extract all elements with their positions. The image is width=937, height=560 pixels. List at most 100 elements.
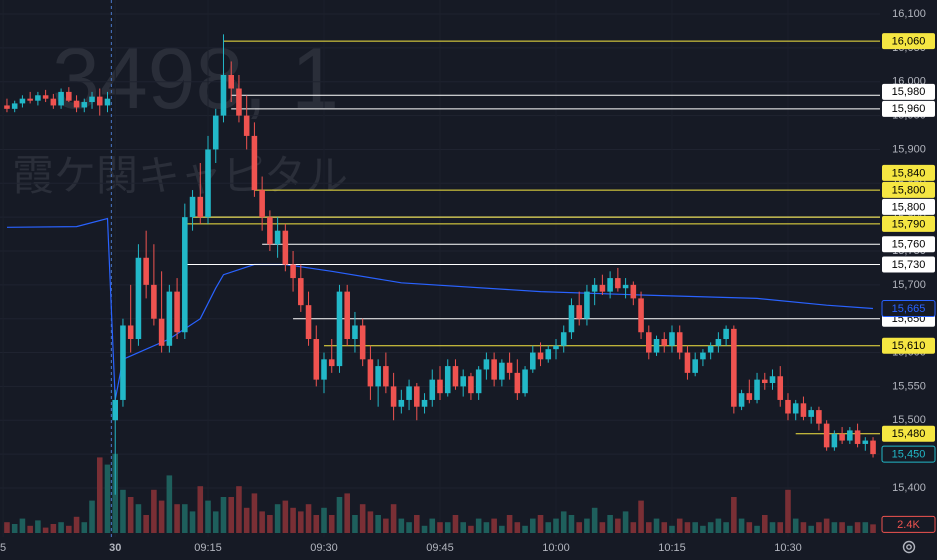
candle-body (839, 433, 845, 441)
level-label-box (882, 164, 935, 181)
candle-body (630, 284, 637, 299)
x-tick-label: 10:30 (774, 542, 802, 554)
vwap-label-box (881, 300, 936, 318)
candle-body (452, 366, 459, 387)
volume-bar (104, 464, 111, 533)
volume-bar (584, 518, 590, 533)
candle-body (120, 325, 126, 400)
x-tick-label: 5 (0, 542, 6, 554)
volume-bar (847, 525, 853, 533)
x-tick-label: 09:45 (426, 542, 454, 554)
volume-bar (491, 518, 497, 533)
level-label-box (882, 33, 935, 50)
candle-body (684, 352, 691, 373)
candle-body (205, 149, 211, 218)
level-label: 15,760 (892, 239, 926, 251)
candle-body (290, 264, 296, 279)
candle-body (870, 440, 876, 455)
candle-body (359, 325, 366, 360)
candle-body (692, 359, 698, 373)
volume-bar (336, 497, 343, 533)
candle-body (800, 403, 807, 417)
volume-bar (189, 511, 196, 533)
candle-body (769, 376, 776, 384)
candle-body (158, 318, 165, 346)
candle-body (421, 399, 428, 407)
candle-body (591, 284, 598, 292)
volume-bar (421, 525, 428, 533)
settings-icon[interactable] (902, 540, 916, 554)
volume-bar (792, 518, 799, 533)
volume-bar (151, 489, 157, 533)
volume-bar (359, 504, 366, 533)
volume-bar (212, 511, 219, 533)
volume-bar (220, 497, 227, 533)
volume-bar (135, 504, 142, 533)
candle-body (344, 291, 350, 340)
volume-bar (205, 500, 211, 533)
volume-bar (707, 522, 714, 533)
volume-bar (259, 511, 265, 533)
candle-body (468, 376, 474, 394)
volume-bar (197, 486, 204, 533)
volume-bar (66, 525, 72, 533)
candle-body (66, 91, 72, 101)
candle-body (707, 345, 714, 353)
candle-body (19, 98, 26, 104)
candle-body (50, 98, 57, 106)
watermark-name: 霞ケ関キャピタル (12, 152, 348, 199)
candle-body (847, 430, 853, 441)
y-tick-label: 15,700 (892, 279, 926, 291)
volume-bar (120, 489, 126, 533)
volume-bar (692, 522, 698, 533)
volume-bar (274, 504, 281, 533)
candle-body (212, 115, 219, 150)
y-tick-label: 15,900 (892, 143, 926, 155)
candle-body (414, 386, 420, 407)
candle-body (491, 359, 497, 380)
candle-body (58, 91, 64, 106)
candle-body (823, 423, 830, 448)
candle-body (220, 74, 227, 116)
volume-bar (174, 504, 180, 533)
volume-bar (328, 515, 335, 533)
candle-body (514, 372, 521, 394)
volume-bar (390, 504, 397, 533)
volume-bar (591, 507, 598, 533)
level-label-box (882, 215, 935, 232)
level-label-box (882, 256, 935, 273)
level-label-box (882, 83, 935, 100)
candle-body (151, 284, 157, 319)
candle-body (35, 95, 41, 101)
candle-body (731, 328, 737, 407)
level-label: 15,800 (892, 201, 926, 213)
volume-bar (11, 524, 18, 533)
volume-label: 2.4K (897, 519, 920, 531)
volume-bar (700, 525, 706, 533)
candle-body (553, 345, 559, 350)
level-label: 15,840 (892, 167, 926, 179)
candle-body (406, 386, 412, 400)
level-label: 15,960 (892, 103, 926, 115)
candle-body (746, 393, 753, 400)
volume-bar (669, 525, 675, 533)
volume-bar (622, 511, 629, 533)
volume-bar (568, 515, 575, 533)
candle-body (785, 399, 791, 414)
y-tick-label: 15,400 (892, 482, 926, 494)
level-label-box (882, 236, 935, 253)
candle-body (398, 399, 405, 407)
volume-label-box (881, 515, 936, 533)
volume-bar (236, 486, 242, 533)
level-label-box (882, 198, 935, 215)
volume-bar (290, 507, 296, 533)
volume-bar (576, 522, 582, 533)
candle-body (89, 96, 95, 103)
candle-body (599, 284, 606, 292)
candle-body (761, 379, 768, 384)
candle-body (669, 332, 675, 346)
volume-bar (537, 515, 544, 533)
candle-body (367, 359, 374, 387)
candle-body (808, 410, 814, 417)
